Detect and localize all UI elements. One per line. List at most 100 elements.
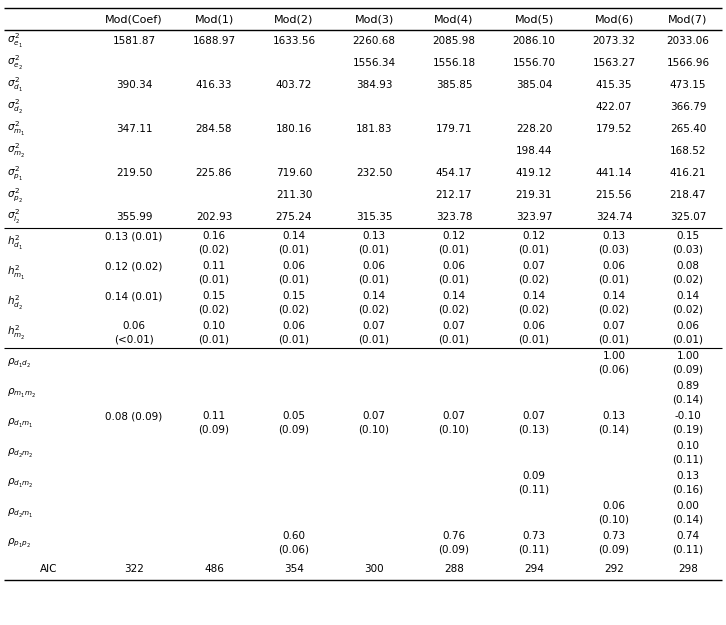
Text: 719.60: 719.60: [276, 168, 312, 178]
Text: 2085.98: 2085.98: [433, 36, 476, 46]
Text: 315.35: 315.35: [356, 212, 392, 222]
Text: (0.19): (0.19): [672, 424, 703, 434]
Text: 416.33: 416.33: [196, 80, 232, 90]
Text: 355.99: 355.99: [115, 212, 152, 222]
Text: 486: 486: [204, 564, 224, 574]
Text: 385.04: 385.04: [515, 80, 552, 90]
Text: 2033.06: 2033.06: [666, 36, 709, 46]
Text: 403.72: 403.72: [276, 80, 312, 90]
Text: 390.34: 390.34: [116, 80, 152, 90]
Text: 0.14: 0.14: [677, 291, 700, 301]
Text: (0.01): (0.01): [359, 244, 390, 254]
Text: 0.89: 0.89: [677, 381, 700, 391]
Text: (0.02): (0.02): [359, 304, 390, 314]
Text: 1566.96: 1566.96: [666, 58, 709, 68]
Text: $\sigma_{d_1}^{2}$: $\sigma_{d_1}^{2}$: [7, 76, 23, 94]
Text: 419.12: 419.12: [515, 168, 552, 178]
Text: (0.06): (0.06): [279, 544, 309, 554]
Text: $\rho_{d_1m_1}$: $\rho_{d_1m_1}$: [7, 416, 33, 429]
Text: (0.01): (0.01): [518, 244, 550, 254]
Text: 0.12 (0.02): 0.12 (0.02): [105, 261, 163, 271]
Text: (0.03): (0.03): [598, 244, 629, 254]
Text: (0.01): (0.01): [439, 274, 470, 284]
Text: (0.09): (0.09): [598, 544, 629, 554]
Text: 1633.56: 1633.56: [272, 36, 316, 46]
Text: 300: 300: [364, 564, 384, 574]
Text: $\sigma_{m_1}^{2}$: $\sigma_{m_1}^{2}$: [7, 120, 25, 138]
Text: 0.00: 0.00: [677, 501, 699, 511]
Text: (0.02): (0.02): [198, 304, 229, 314]
Text: 0.07: 0.07: [603, 321, 626, 331]
Text: (0.01): (0.01): [198, 274, 229, 284]
Text: $\rho_{m_1m_2}$: $\rho_{m_1m_2}$: [7, 386, 36, 399]
Text: 228.20: 228.20: [515, 124, 552, 134]
Text: 288: 288: [444, 564, 464, 574]
Text: Mod(4): Mod(4): [434, 14, 473, 24]
Text: (0.02): (0.02): [518, 274, 550, 284]
Text: (0.09): (0.09): [279, 424, 309, 434]
Text: 0.06: 0.06: [123, 321, 145, 331]
Text: 168.52: 168.52: [670, 146, 706, 156]
Text: Mod(7): Mod(7): [669, 14, 708, 24]
Text: 181.83: 181.83: [356, 124, 392, 134]
Text: 0.12: 0.12: [442, 231, 465, 241]
Text: 347.11: 347.11: [115, 124, 152, 134]
Text: 0.15: 0.15: [282, 291, 306, 301]
Text: 292: 292: [604, 564, 624, 574]
Text: 0.06: 0.06: [523, 321, 545, 331]
Text: (0.14): (0.14): [672, 514, 703, 524]
Text: 0.74: 0.74: [677, 531, 700, 541]
Text: Mod(2): Mod(2): [274, 14, 314, 24]
Text: (0.11): (0.11): [518, 484, 550, 494]
Text: (0.06): (0.06): [598, 364, 629, 374]
Text: $\sigma_{e_2}^{2}$: $\sigma_{e_2}^{2}$: [7, 54, 23, 72]
Text: 0.09: 0.09: [523, 471, 545, 481]
Text: $\sigma_{d_2}^{2}$: $\sigma_{d_2}^{2}$: [7, 98, 23, 116]
Text: 179.52: 179.52: [596, 124, 632, 134]
Text: (0.01): (0.01): [439, 334, 470, 344]
Text: (0.01): (0.01): [439, 244, 470, 254]
Text: (0.11): (0.11): [672, 544, 703, 554]
Text: 211.30: 211.30: [276, 190, 312, 200]
Text: 294: 294: [524, 564, 544, 574]
Text: 0.06: 0.06: [282, 261, 306, 271]
Text: $\sigma_{e_1}^{2}$: $\sigma_{e_1}^{2}$: [7, 32, 23, 50]
Text: 275.24: 275.24: [276, 212, 312, 222]
Text: (0.09): (0.09): [672, 364, 703, 374]
Text: 179.71: 179.71: [436, 124, 472, 134]
Text: 0.11: 0.11: [203, 261, 226, 271]
Text: (<0.01): (<0.01): [114, 334, 154, 344]
Text: (0.03): (0.03): [672, 244, 703, 254]
Text: (0.01): (0.01): [359, 274, 390, 284]
Text: 0.14: 0.14: [362, 291, 386, 301]
Text: $\rho_{d_2m_1}$: $\rho_{d_2m_1}$: [7, 506, 33, 519]
Text: 1.00: 1.00: [603, 351, 626, 361]
Text: 215.56: 215.56: [596, 190, 632, 200]
Text: 0.11: 0.11: [203, 411, 226, 421]
Text: 0.14: 0.14: [603, 291, 626, 301]
Text: (0.14): (0.14): [672, 394, 703, 404]
Text: 0.05: 0.05: [282, 411, 306, 421]
Text: (0.11): (0.11): [672, 454, 703, 464]
Text: -0.10: -0.10: [674, 411, 701, 421]
Text: 0.06: 0.06: [677, 321, 699, 331]
Text: 0.15: 0.15: [203, 291, 226, 301]
Text: 219.50: 219.50: [116, 168, 152, 178]
Text: 0.08: 0.08: [677, 261, 699, 271]
Text: 0.10: 0.10: [203, 321, 226, 331]
Text: $\rho_{d_1m_2}$: $\rho_{d_1m_2}$: [7, 476, 33, 489]
Text: (0.02): (0.02): [439, 304, 470, 314]
Text: 441.14: 441.14: [596, 168, 632, 178]
Text: (0.02): (0.02): [518, 304, 550, 314]
Text: 1563.27: 1563.27: [592, 58, 635, 68]
Text: 0.07: 0.07: [523, 261, 545, 271]
Text: 0.76: 0.76: [442, 531, 465, 541]
Text: 454.17: 454.17: [436, 168, 472, 178]
Text: (0.02): (0.02): [672, 304, 703, 314]
Text: $\rho_{p_1p_2}$: $\rho_{p_1p_2}$: [7, 536, 31, 549]
Text: 0.14: 0.14: [442, 291, 465, 301]
Text: 1688.97: 1688.97: [192, 36, 235, 46]
Text: 0.73: 0.73: [603, 531, 626, 541]
Text: $h_{d_1}^{2}$: $h_{d_1}^{2}$: [7, 234, 23, 252]
Text: (0.01): (0.01): [598, 334, 629, 344]
